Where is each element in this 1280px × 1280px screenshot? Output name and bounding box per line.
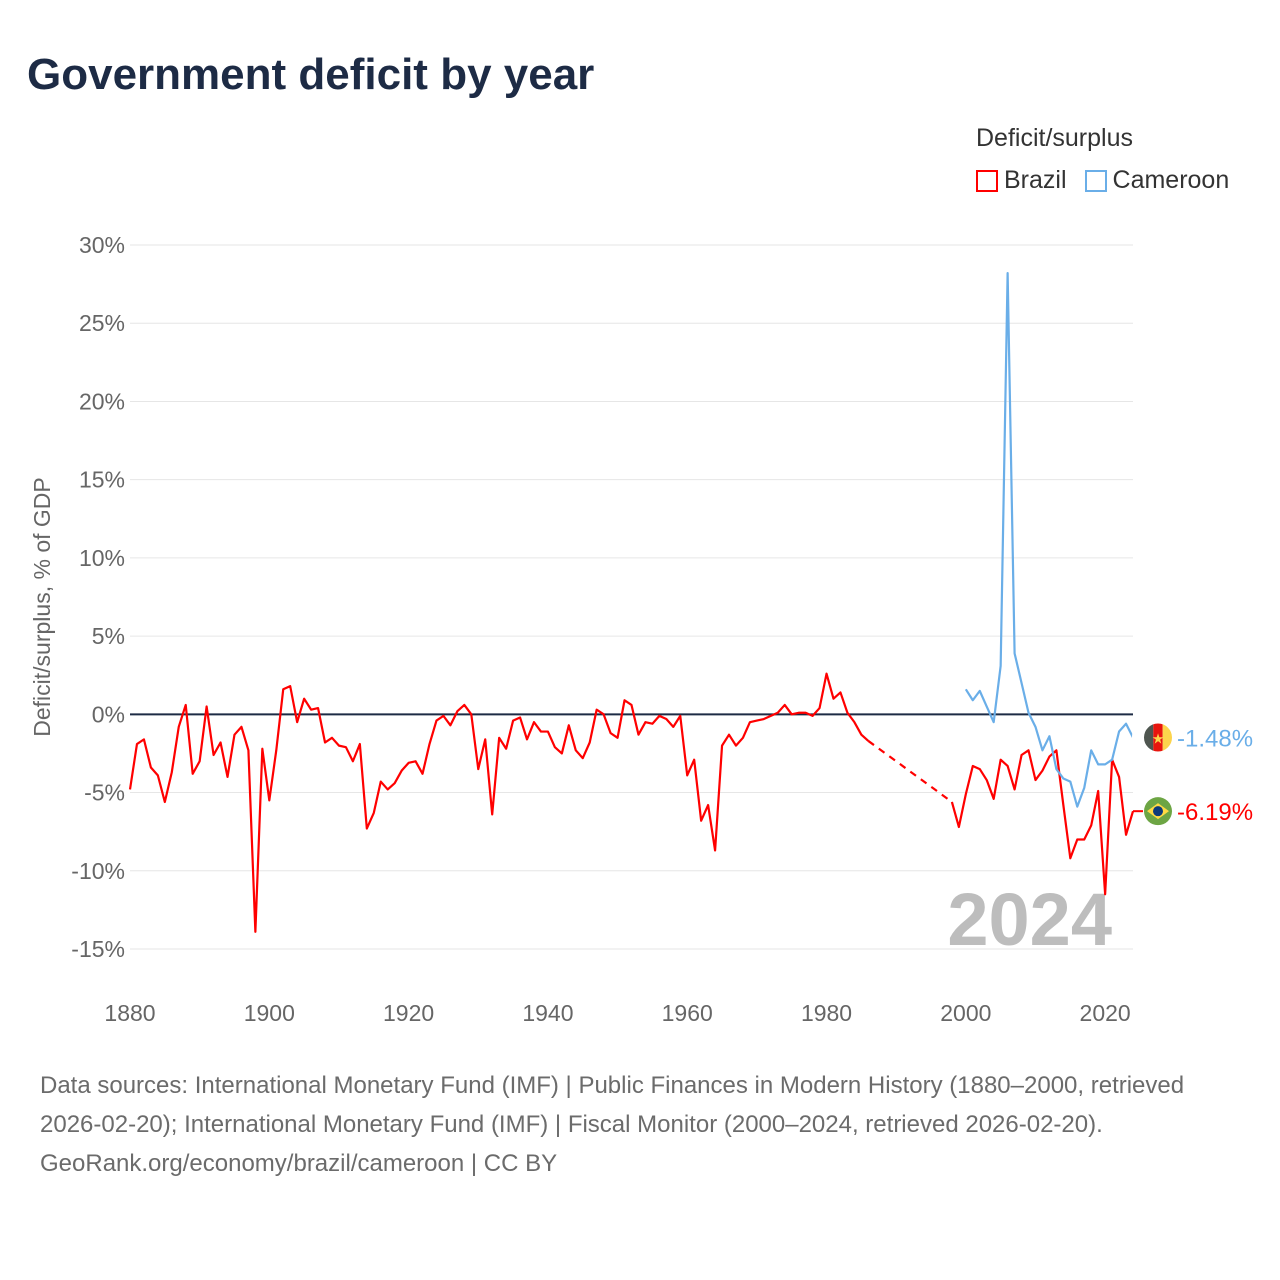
flag-cameroon-icon bbox=[1162, 723, 1172, 752]
x-tick-label: 1960 bbox=[662, 1000, 713, 1026]
series-line-cameroon bbox=[964, 272, 1134, 808]
series-gap-brazil bbox=[867, 740, 953, 803]
legend-item-brazil[interactable]: Brazil bbox=[976, 166, 1067, 195]
y-tick-label: -15% bbox=[71, 936, 125, 962]
y-tick-label: 15% bbox=[79, 467, 125, 493]
x-tick-label: 1880 bbox=[104, 1000, 155, 1026]
flag-cameroon-icon bbox=[1144, 723, 1154, 752]
credit-link[interactable]: GeoRank.org/economy/brazil/cameroon | CC… bbox=[40, 1150, 558, 1177]
y-tick-label: 20% bbox=[79, 388, 125, 414]
flag-mask bbox=[1132, 711, 1184, 764]
legend-swatch-cameroon bbox=[1084, 169, 1107, 192]
data-sources: Data sources: International Monetary Fun… bbox=[40, 1072, 1185, 1138]
chart-title: Government deficit by year bbox=[27, 50, 595, 99]
y-tick-label: 10% bbox=[79, 545, 125, 571]
legend-label: Cameroon bbox=[1112, 166, 1230, 194]
y-tick-label: -5% bbox=[84, 780, 125, 806]
y-tick-label: 25% bbox=[79, 310, 125, 336]
end-value-label-cameroon: -1.48% bbox=[1177, 725, 1253, 752]
x-tick-label: 1900 bbox=[244, 1000, 295, 1026]
legend-label: Brazil bbox=[1004, 166, 1067, 194]
y-tick-label: 5% bbox=[92, 623, 125, 649]
series-line-brazil bbox=[128, 672, 870, 933]
flag-brazil-icon bbox=[1153, 806, 1163, 817]
legend: Brazil Cameroon bbox=[976, 166, 1229, 195]
y-axis-label: Deficit/surplus, % of GDP bbox=[29, 477, 55, 736]
footer: Data sources: International Monetary Fun… bbox=[40, 1066, 1240, 1183]
y-tick-label: -10% bbox=[71, 858, 125, 884]
legend-item-cameroon[interactable]: Cameroon bbox=[1084, 166, 1230, 195]
end-value-label-brazil: -6.19% bbox=[1177, 799, 1253, 826]
x-tick-label: 1980 bbox=[801, 1000, 852, 1026]
flag-cameroon-icon bbox=[1153, 723, 1163, 752]
chart-plot: 30% 25% 20% 15% 10% 5% 0% -5% -10% -15% 1880 1900 19… bbox=[29, 232, 1253, 1026]
x-tick-label: 1940 bbox=[522, 1000, 573, 1026]
legend-swatch-brazil bbox=[976, 169, 998, 192]
x-tick-label: 1920 bbox=[383, 1000, 434, 1026]
x-tick-label: 2020 bbox=[1080, 1000, 1131, 1026]
legend-title: Deficit/surplus bbox=[976, 124, 1133, 152]
series-line-brazil bbox=[950, 749, 1135, 896]
x-tick-label: 2000 bbox=[940, 1000, 991, 1026]
star-icon: ★ bbox=[1152, 730, 1165, 746]
year-label: 2024 bbox=[947, 878, 1112, 961]
y-tick-label: 30% bbox=[79, 232, 125, 258]
y-tick-label: 0% bbox=[92, 701, 125, 727]
